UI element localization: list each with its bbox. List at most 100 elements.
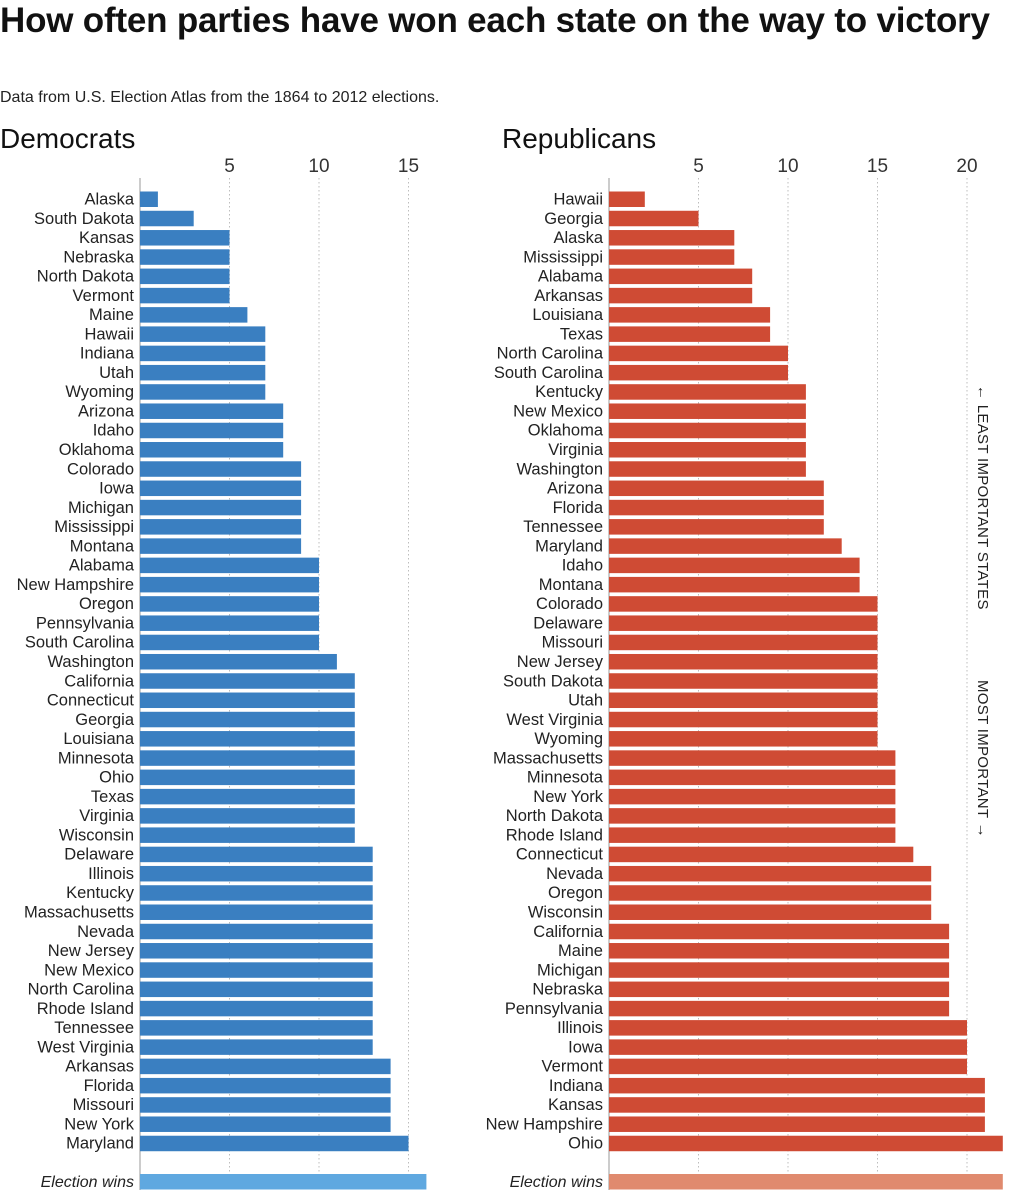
republicans-label-texas: Texas <box>560 325 603 343</box>
democrats-label-illinois: Illinois <box>88 865 134 883</box>
republicans-bar-virginia <box>609 442 806 458</box>
democrats-label-west-virginia: West Virginia <box>37 1038 134 1056</box>
democrats-label-indiana: Indiana <box>80 345 135 363</box>
democrats-label-michigan: Michigan <box>68 499 134 517</box>
democrats-bar-kentucky <box>140 885 373 901</box>
democrats-bar-louisiana <box>140 731 355 747</box>
democrats-label-south-carolina: South Carolina <box>25 634 135 652</box>
republicans-bar-missouri <box>609 634 878 651</box>
democrats-label-iowa: Iowa <box>99 480 135 498</box>
democrats-bar-wyoming <box>140 384 266 400</box>
republicans-label-nevada: Nevada <box>546 865 604 883</box>
republicans-bar-hawaii <box>609 191 645 207</box>
republicans-bar-rhode-island <box>609 827 896 843</box>
democrats-bar-arizona <box>140 403 284 419</box>
republicans-bar-new-mexico <box>609 403 806 419</box>
republicans-bar-utah <box>609 692 878 709</box>
democrats-bar-washington <box>140 653 337 670</box>
democrats-bar-new-hampshire <box>140 576 319 593</box>
republicans-tick-15: 15 <box>867 156 888 177</box>
republicans-bar-pennsylvania <box>609 1000 950 1017</box>
republicans-label-wyoming: Wyoming <box>534 730 603 748</box>
democrats-bar-michigan <box>140 499 302 516</box>
democrats-bar-maine <box>140 307 248 323</box>
democrats-bar-pennsylvania <box>140 615 319 631</box>
republicans-title: Republicans <box>502 123 656 154</box>
democrats-tick-15: 15 <box>398 156 419 177</box>
democrats-label-alaska: Alaska <box>84 191 134 209</box>
republicans-bar-minnesota <box>609 769 896 786</box>
democrats-label-nebraska: Nebraska <box>63 248 134 266</box>
democrats-bar-south-dakota <box>140 210 194 227</box>
republicans-label-iowa: Iowa <box>568 1038 604 1056</box>
republicans-bar-mississippi <box>609 249 735 265</box>
republicans-total-label: Election wins <box>510 1174 603 1191</box>
republicans-bar-west-virginia <box>609 711 878 728</box>
democrats-label-georgia: Georgia <box>75 711 135 729</box>
democrats-label-kentucky: Kentucky <box>66 884 135 902</box>
chart-title: How often parties have won each state on… <box>0 1 990 40</box>
democrats-bar-rhode-island <box>140 1000 373 1017</box>
republicans-bar-georgia <box>609 210 699 227</box>
democrats-bar-alaska <box>140 191 158 207</box>
democrats-bar-north-dakota <box>140 268 230 285</box>
republicans-label-montana: Montana <box>539 576 604 594</box>
democrats-bar-delaware <box>140 846 373 863</box>
democrats-bar-illinois <box>140 865 373 882</box>
republicans-label-oregon: Oregon <box>548 884 603 902</box>
democrats-label-oklahoma: Oklahoma <box>59 441 135 459</box>
republicans-bar-kentucky <box>609 384 806 400</box>
democrats-label-connecticut: Connecticut <box>47 692 135 710</box>
democrats-label-delaware: Delaware <box>64 846 134 864</box>
republicans-bar-nebraska <box>609 981 950 998</box>
democrats-label-maine: Maine <box>89 306 134 324</box>
democrats-label-oregon: Oregon <box>79 595 134 613</box>
republicans-label-arizona: Arizona <box>547 480 604 498</box>
republicans-bar-kansas <box>609 1097 985 1113</box>
republicans-label-pennsylvania: Pennsylvania <box>505 1000 604 1018</box>
democrats-bar-indiana <box>140 345 266 362</box>
democrats-bar-oklahoma <box>140 442 284 458</box>
democrats-bar-california <box>140 673 355 689</box>
democrats-bar-tennessee <box>140 1020 373 1036</box>
republicans-label-new-hampshire: New Hampshire <box>486 1115 603 1133</box>
republicans-label-west-virginia: West Virginia <box>506 711 603 729</box>
republicans-label-north-dakota: North Dakota <box>506 807 604 825</box>
democrats-bar-texas <box>140 788 355 805</box>
democrats-bar-west-virginia <box>140 1039 373 1055</box>
democrats-title: Democrats <box>0 123 135 154</box>
republicans-bar-wisconsin <box>609 904 932 920</box>
democrats-bar-new-mexico <box>140 962 373 978</box>
democrats-label-minnesota: Minnesota <box>58 749 135 767</box>
republicans-bar-new-hampshire <box>609 1116 985 1132</box>
republicans-bar-louisiana <box>609 307 771 323</box>
democrats-bar-utah <box>140 364 266 381</box>
democrats-label-south-dakota: South Dakota <box>34 210 135 228</box>
republicans-label-illinois: Illinois <box>557 1019 603 1037</box>
republicans-bar-south-dakota <box>609 673 878 689</box>
democrats-label-arkansas: Arkansas <box>65 1058 134 1076</box>
republicans-label-michigan: Michigan <box>537 961 603 979</box>
republicans-label-minnesota: Minnesota <box>527 769 604 787</box>
democrats-label-kansas: Kansas <box>79 229 134 247</box>
democrats-label-florida: Florida <box>84 1077 135 1095</box>
republicans-label-north-carolina: North Carolina <box>497 345 604 363</box>
republicans-label-alaska: Alaska <box>553 229 603 247</box>
democrats-label-nevada: Nevada <box>77 923 135 941</box>
republicans-label-missouri: Missouri <box>542 634 603 652</box>
republicans-label-california: California <box>533 923 604 941</box>
democrats-label-montana: Montana <box>70 537 135 555</box>
democrats-label-new-jersey: New Jersey <box>48 942 135 960</box>
republicans-label-oklahoma: Oklahoma <box>528 422 604 440</box>
republicans-bar-delaware <box>609 615 878 631</box>
republicans-label-indiana: Indiana <box>549 1077 604 1095</box>
democrats-label-new-mexico: New Mexico <box>44 961 134 979</box>
democrats-tick-5: 5 <box>224 156 235 177</box>
democrats-bar-ohio <box>140 769 355 786</box>
republicans-label-idaho: Idaho <box>562 557 603 575</box>
democrats-bar-virginia <box>140 808 355 824</box>
republicans-label-arkansas: Arkansas <box>534 287 603 305</box>
